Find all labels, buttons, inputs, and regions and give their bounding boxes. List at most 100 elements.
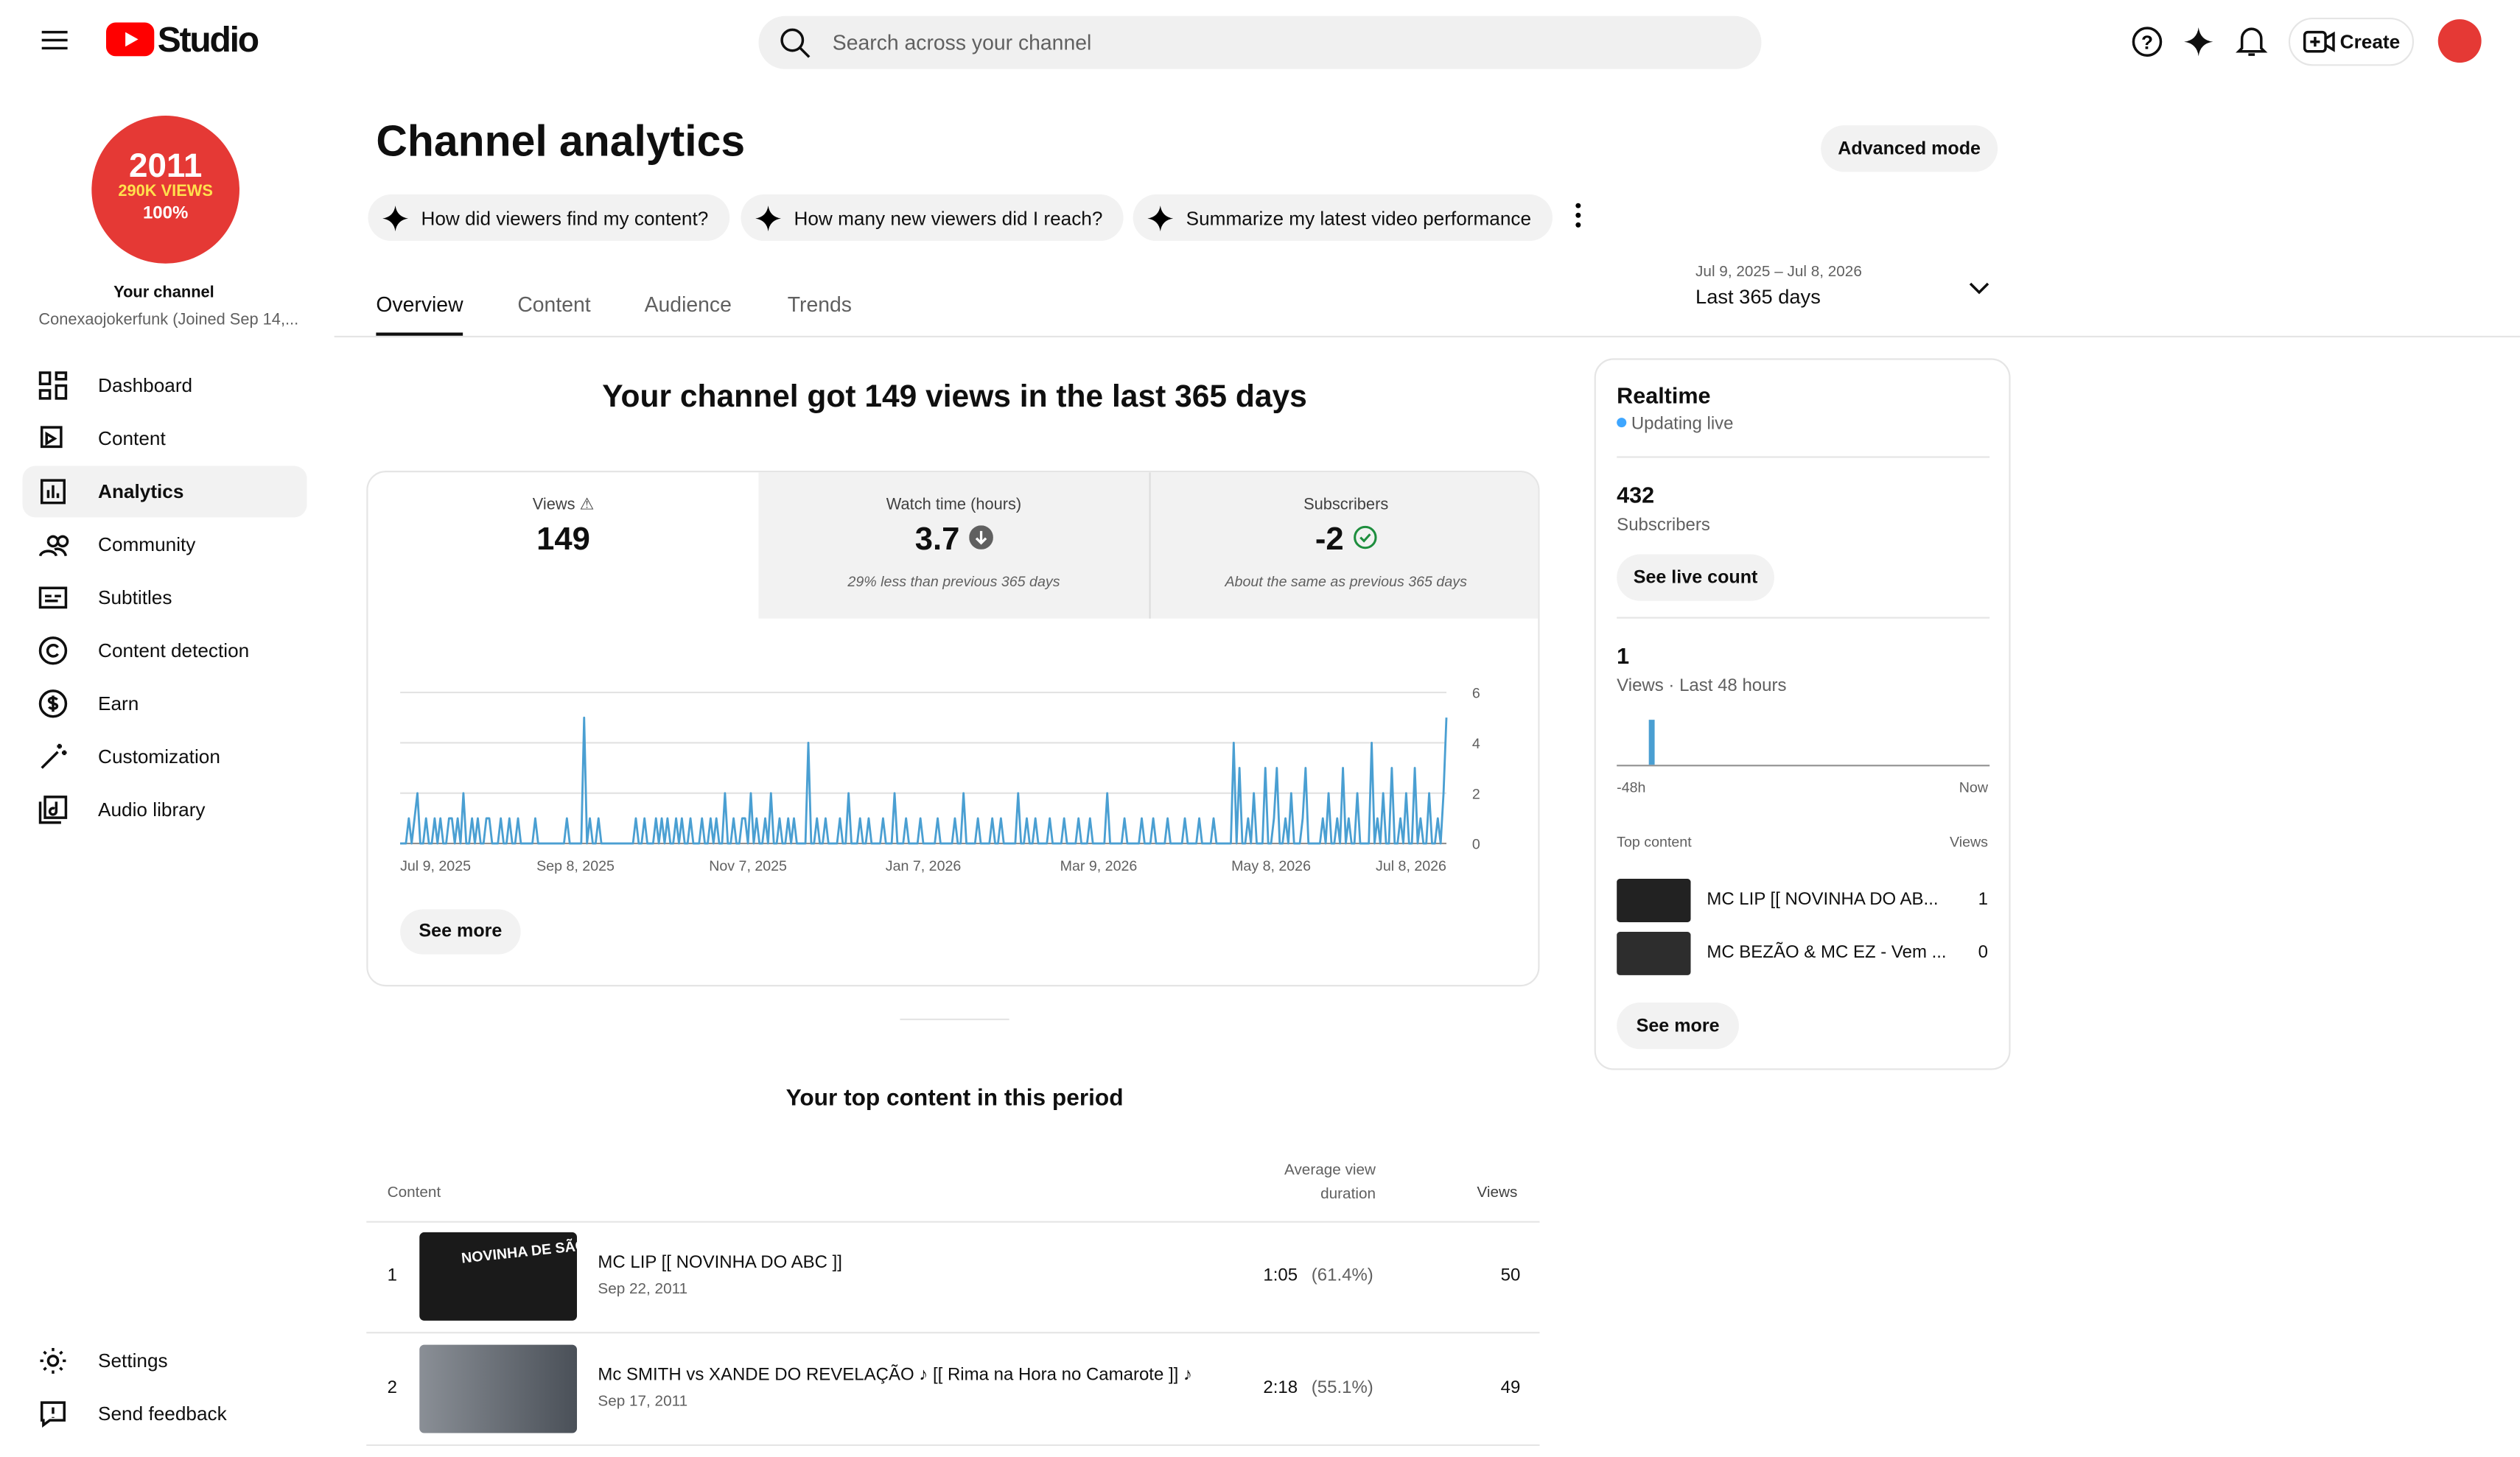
divider bbox=[366, 1221, 1540, 1223]
help-button[interactable]: ? bbox=[2131, 26, 2163, 58]
live-dot bbox=[1617, 418, 1627, 428]
thumbnail[interactable] bbox=[419, 1344, 578, 1433]
realtime-views-label: Views · Last 48 hours bbox=[1617, 676, 1787, 696]
create-icon bbox=[2303, 30, 2335, 53]
x-tick-label: Nov 7, 2025 bbox=[709, 858, 787, 874]
nav-icon-path bbox=[40, 426, 63, 449]
nav-label: Earn bbox=[98, 692, 139, 715]
nav-item[interactable]: Analytics bbox=[22, 466, 307, 518]
logo-text[interactable]: Studio bbox=[157, 19, 259, 60]
y-tick-label: 4 bbox=[1472, 736, 1480, 752]
avatar-text: 2011 bbox=[128, 147, 203, 185]
tab[interactable]: Audience bbox=[644, 292, 732, 317]
nav-item[interactable]: Settings bbox=[23, 1335, 307, 1386]
live-count-button[interactable]: See live count bbox=[1617, 554, 1774, 601]
rt-row-title[interactable]: MC BEZÃO & MC EZ - Vem ... bbox=[1707, 943, 1947, 963]
metric-label[interactable]: Subscribers bbox=[1303, 496, 1389, 514]
nav-icon-path bbox=[40, 479, 66, 505]
create-button[interactable]: Create bbox=[2288, 17, 2415, 66]
headline: Your channel got 149 views in the last 3… bbox=[602, 379, 1307, 415]
nav-item[interactable]: Content bbox=[23, 413, 307, 465]
spark-icon bbox=[1147, 205, 1174, 231]
row-rank: 2 bbox=[387, 1378, 398, 1398]
nav-label: Subtitles bbox=[98, 586, 172, 609]
advanced-mode-button[interactable]: Advanced mode bbox=[1821, 125, 1998, 172]
nav-item[interactable]: Content detection bbox=[23, 625, 307, 676]
metric-label[interactable]: Views ⚠ bbox=[532, 496, 595, 514]
nav-item[interactable]: Send feedback bbox=[23, 1388, 307, 1439]
svg-text:?: ? bbox=[2141, 32, 2153, 54]
date-range[interactable]: Jul 9, 2025 – Jul 8, 2026 bbox=[1695, 263, 1862, 281]
channel-avatar[interactable]: 2011 290K VIEWS 100% bbox=[91, 116, 239, 264]
nav-label: Send feedback bbox=[98, 1402, 227, 1425]
nav-icon-path bbox=[40, 1347, 66, 1374]
tab[interactable]: Overview bbox=[376, 292, 463, 317]
down-icon bbox=[968, 525, 993, 550]
nav-icon-path bbox=[38, 371, 68, 400]
realtime-card: Realtime Updating live 432 Subscribers S… bbox=[1594, 358, 2011, 1070]
check-icon bbox=[1353, 525, 1376, 550]
suggestion-chip[interactable]: Summarize my latest video performance bbox=[1133, 194, 1553, 242]
nav-item[interactable]: Audio library bbox=[23, 784, 307, 835]
nav-label: Customization bbox=[98, 745, 220, 768]
nav-item[interactable]: Subtitles bbox=[23, 572, 307, 623]
realtime-status: Updating live bbox=[1631, 414, 1734, 434]
data-line bbox=[400, 716, 1448, 845]
nav-item[interactable]: Dashboard bbox=[23, 360, 307, 412]
tab[interactable]: Content bbox=[517, 292, 591, 317]
nav-item[interactable]: Customization bbox=[23, 731, 307, 782]
metric-value-text: -2 bbox=[1315, 522, 1344, 558]
more-button[interactable] bbox=[1573, 203, 1583, 228]
nav-item[interactable]: Earn bbox=[23, 678, 307, 729]
subscriber-label: Subscribers bbox=[1617, 516, 1710, 536]
x-tick-label: May 8, 2026 bbox=[1231, 858, 1311, 874]
notifications-button[interactable] bbox=[2236, 24, 2268, 60]
axis-label: -48h bbox=[1617, 779, 1646, 796]
search-box[interactable]: Search across your channel bbox=[758, 15, 1762, 69]
logo-icon[interactable] bbox=[105, 22, 155, 57]
see-more-button[interactable]: See more bbox=[400, 909, 521, 955]
suggestion-chip[interactable]: How many new viewers did I reach? bbox=[741, 194, 1124, 242]
thumbnail[interactable] bbox=[1617, 879, 1691, 922]
row-title[interactable]: MC LIP [[ NOVINHA DO ABC ]] bbox=[598, 1253, 842, 1273]
date-label[interactable]: Last 365 days bbox=[1695, 286, 1821, 309]
menu-button[interactable] bbox=[41, 27, 69, 53]
thumbnail[interactable] bbox=[1617, 932, 1691, 975]
row-views: 50 bbox=[1500, 1265, 1521, 1285]
row-duration: 2:18 bbox=[1263, 1378, 1298, 1398]
nav-label: Analytics bbox=[98, 480, 184, 503]
avatar-text: 100% bbox=[142, 203, 189, 224]
tab[interactable]: Trends bbox=[787, 292, 852, 317]
realtime-title: Realtime bbox=[1617, 382, 1711, 408]
row-views: 49 bbox=[1500, 1378, 1521, 1398]
metric-bg bbox=[758, 472, 1539, 619]
chip-text: How did viewers find my content? bbox=[421, 206, 709, 229]
ai-button[interactable] bbox=[2183, 26, 2215, 58]
row-percent: (61.4%) bbox=[1311, 1265, 1373, 1285]
nav-label: Dashboard bbox=[98, 374, 193, 397]
nav-item[interactable]: Community bbox=[23, 519, 307, 570]
metric-label[interactable]: Watch time (hours) bbox=[886, 496, 1022, 514]
row-title[interactable]: Mc SMITH vs XANDE DO REVELAÇÃO ♪ [[ Rima… bbox=[598, 1365, 1193, 1386]
rt-row-title[interactable]: MC LIP [[ NOVINHA DO AB... bbox=[1707, 890, 1939, 910]
row-duration: 1:05 bbox=[1263, 1265, 1298, 1285]
column-header: Views bbox=[1477, 1184, 1518, 1202]
nav-icon bbox=[40, 426, 63, 449]
thumbnail[interactable]: NOVINHA DE SÃO BERNARDO bbox=[419, 1232, 578, 1321]
nav-icon-path bbox=[41, 743, 67, 769]
divider bbox=[1617, 456, 1990, 458]
nav-icon bbox=[40, 1401, 66, 1428]
date-dropdown[interactable] bbox=[1969, 281, 1989, 296]
section-title: Your top content in this period bbox=[785, 1086, 1124, 1112]
y-tick-label: 6 bbox=[1472, 686, 1480, 702]
suggestion-chip[interactable]: How did viewers find my content? bbox=[368, 194, 729, 242]
divider bbox=[366, 1332, 1540, 1334]
see-more-button[interactable]: See more bbox=[1617, 1003, 1739, 1050]
metric-divider bbox=[1149, 472, 1151, 619]
nav-icon-path bbox=[38, 796, 68, 824]
metric-value: -2 bbox=[1151, 522, 1539, 559]
account-avatar[interactable] bbox=[2437, 19, 2482, 63]
realtime-chart bbox=[1617, 720, 1990, 767]
rt-row-views: 0 bbox=[1978, 943, 1989, 963]
